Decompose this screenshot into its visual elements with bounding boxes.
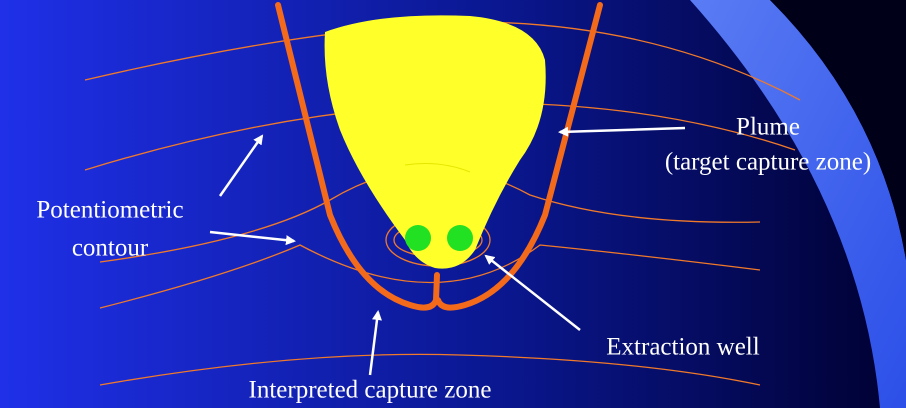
plume-sublabel: (target capture zone) xyxy=(665,149,871,176)
contour-label: contour xyxy=(72,235,149,262)
swoosh xyxy=(690,0,906,408)
well xyxy=(447,225,473,251)
well-label: Extraction well xyxy=(606,334,759,361)
swoosh-dark xyxy=(770,0,906,260)
contour-label: Potentiometric xyxy=(36,197,183,224)
plume xyxy=(324,15,546,269)
well xyxy=(405,225,431,251)
arrows xyxy=(209,126,686,376)
plume-edge xyxy=(404,163,471,173)
plume-label: Plume xyxy=(736,114,800,141)
capture-zone xyxy=(275,2,603,311)
capture-zone-label: Interpreted capture zone xyxy=(249,377,492,404)
